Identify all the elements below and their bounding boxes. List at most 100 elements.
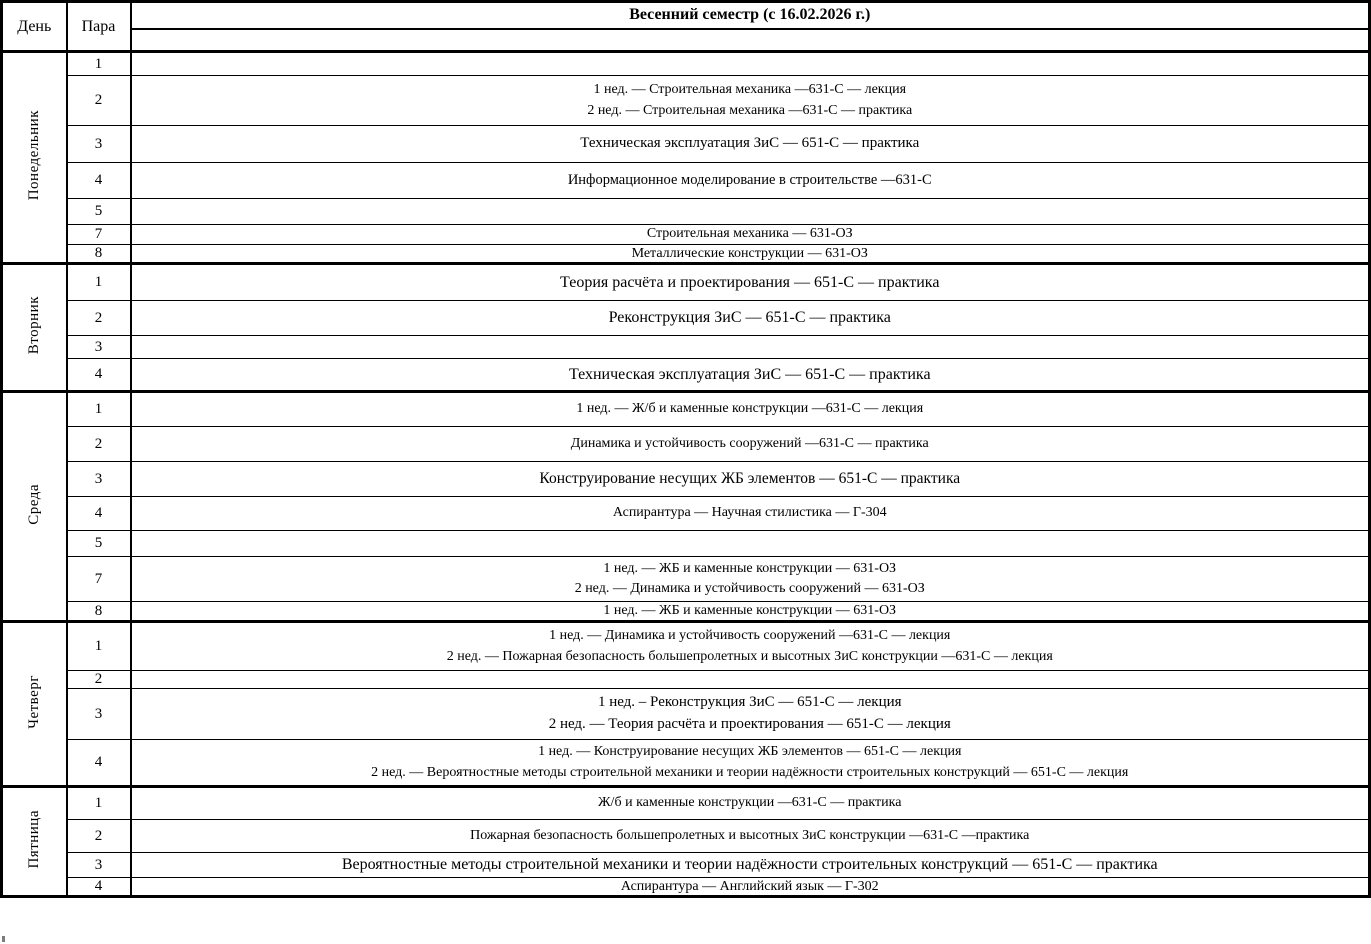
schedule-row: Четверг 1 1 нед. — Динамика и устойчивость… xyxy=(0,620,1370,787)
period-number: 4 xyxy=(66,358,132,392)
period-number: 4 xyxy=(66,877,132,897)
day-label: Четверг xyxy=(25,674,42,729)
period-number: 3 xyxy=(66,335,132,359)
period-number: 1 xyxy=(66,50,132,76)
lesson-text: Динамика и устойчивость сооружений —631-… xyxy=(570,435,929,451)
lesson-cell: Вероятностные методы строительной механи… xyxy=(130,852,1370,878)
lesson-cell: Информационное моделирование в строитель… xyxy=(130,162,1370,199)
lesson-cell: 1 нед. — Конструирование несущих ЖБ элем… xyxy=(130,739,1370,787)
lesson-cell xyxy=(130,335,1370,359)
lesson-text: 1 нед. — Строительная механика —631-С — … xyxy=(593,82,907,98)
lesson-cell: Конструирование несущих ЖБ элементов — 6… xyxy=(130,461,1370,497)
header-sub-row xyxy=(2,28,1370,53)
lesson-cell: Динамика и устойчивость сооружений —631-… xyxy=(130,426,1370,462)
lesson-cell: Реконструкция ЗиС — 651-С — практика xyxy=(130,300,1370,336)
lesson-cell xyxy=(130,530,1370,557)
schedule-row: 3 1 нед. – Реконструкция ЗиС — 651-С — ле… xyxy=(2,688,1370,740)
period-number: 5 xyxy=(66,530,132,557)
schedule-row: 4 Аспирантура — Английский язык — Г-302 xyxy=(2,877,1370,897)
schedule-row: 3 Вероятностные методы строительной механ… xyxy=(2,852,1370,878)
lesson-cell xyxy=(130,198,1370,225)
schedule-row: 4 Аспирантура — Научная стилистика — Г-30… xyxy=(2,496,1370,531)
lesson-text: Техническая эксплуатация ЗиС — 651-С — п… xyxy=(580,135,920,152)
lesson-text: 2 нед. — Динамика и устойчивость сооруже… xyxy=(574,581,925,596)
schedule-row: Вторник 1 Теория расчёта и проектирования … xyxy=(0,262,1370,392)
period-number: 4 xyxy=(66,739,132,787)
lesson-cell: 1 нед. — ЖБ и каменные конструкции — 631… xyxy=(130,556,1370,602)
period-number: 2 xyxy=(66,670,132,689)
lesson-text: 2 нед. — Строительная механика —631-С — … xyxy=(587,102,913,118)
lesson-text: Теория расчёта и проектирования — 651-С … xyxy=(560,273,940,291)
day-cell-mon: Понедельник xyxy=(0,50,68,264)
lesson-text: Реконструкция ЗиС — 651-С — практика xyxy=(608,309,891,327)
period-number: 4 xyxy=(66,496,132,531)
lesson-cell: Аспирантура — Английский язык — Г-302 xyxy=(130,877,1370,897)
period-number: 1 xyxy=(66,785,132,820)
lesson-cell xyxy=(130,50,1370,76)
schedule-row: 3 xyxy=(2,335,1370,359)
lesson-cell: 1 нед. — Ж/б и каменные конструкции —631… xyxy=(130,390,1370,427)
schedule-row: 5 xyxy=(2,198,1370,225)
lesson-text: Строительная механика — 631-ОЗ xyxy=(646,226,853,242)
header-empty-cell xyxy=(130,28,1370,53)
schedule-row: 2 Динамика и устойчивость сооружений —631… xyxy=(2,426,1370,462)
column-header-period: Пара xyxy=(66,1,132,53)
table-header: День Пара Весенний семестр (с 16.02.2026… xyxy=(0,1,1370,53)
period-number: 7 xyxy=(66,224,132,245)
period-number: 1 xyxy=(66,620,132,671)
lesson-text: Техническая эксплуатация ЗиС — 651-С — п… xyxy=(568,365,931,383)
period-number: 8 xyxy=(66,601,132,622)
lesson-text: 1 нед. — ЖБ и каменные конструкции — 631… xyxy=(603,602,897,618)
timetable: День Пара Весенний семестр (с 16.02.2026… xyxy=(0,0,1371,898)
period-number: 8 xyxy=(66,244,132,264)
lesson-cell: 1 нед. — ЖБ и каменные конструкции — 631… xyxy=(130,601,1370,622)
lesson-cell: Ж/б и каменные конструкции —631-С — прак… xyxy=(130,785,1370,820)
period-number: 3 xyxy=(66,852,132,878)
schedule-row: Пятница 1 Ж/б и каменные конструкции —631-… xyxy=(0,785,1370,897)
period-number: 2 xyxy=(66,75,132,126)
schedule-row: Среда 1 1 нед. — Ж/б и каменные конструкци… xyxy=(0,390,1370,622)
lesson-text: 1 нед. – Реконструкция ЗиС — 651-С — лек… xyxy=(597,694,902,711)
lesson-cell: 1 нед. — Строительная механика —631-С — … xyxy=(130,75,1370,126)
lesson-cell: 1 нед. — Динамика и устойчивость сооруже… xyxy=(130,620,1370,671)
lesson-text: Информационное моделирование в строитель… xyxy=(567,171,932,188)
period-number: 5 xyxy=(66,198,132,225)
lesson-text: Аспирантура — Английский язык — Г-302 xyxy=(620,878,879,894)
schedule-row: Понедельник 1 xyxy=(0,50,1370,264)
period-number: 3 xyxy=(66,461,132,497)
lesson-cell: Теория расчёта и проектирования — 651-С … xyxy=(130,262,1370,301)
period-number: 4 xyxy=(66,162,132,199)
schedule-row: 7 1 нед. — ЖБ и каменные конструкции — 63… xyxy=(2,556,1370,602)
schedule-row: 8 Металлические конструкции — 631-ОЗ xyxy=(2,244,1370,264)
period-number: 1 xyxy=(66,390,132,427)
day-label: Вторник xyxy=(25,295,42,355)
day-cell-fri: Пятница xyxy=(0,785,68,897)
period-number: 2 xyxy=(66,819,132,853)
lesson-text: 1 нед. — Динамика и устойчивость сооруже… xyxy=(549,628,951,644)
lesson-cell xyxy=(130,670,1370,689)
schedule-body: Понедельник 1 2 1 нед. — Строительная механ… xyxy=(0,50,1370,897)
schedule-row: 2 Пожарная безопасность большепролетных и… xyxy=(2,819,1370,853)
schedule-row: 4 1 нед. — Конструирование несущих ЖБ эле… xyxy=(2,739,1370,787)
schedule-row: 2 1 нед. — Строительная механика —631-С —… xyxy=(2,75,1370,126)
lesson-text: Ж/б и каменные конструкции —631-С — прак… xyxy=(598,795,902,811)
lesson-text: Металлические конструкции — 631-ОЗ xyxy=(631,245,868,261)
lesson-text: 1 нед. — Конструирование несущих ЖБ элем… xyxy=(538,744,962,760)
lesson-cell: Техническая эксплуатация ЗиС — 651-С — п… xyxy=(130,358,1370,392)
lesson-text: Вероятностные методы строительной механи… xyxy=(341,856,1158,874)
period-number: 3 xyxy=(66,125,132,163)
lesson-cell: 1 нед. – Реконструкция ЗиС — 651-С — лек… xyxy=(130,688,1370,740)
day-label: Понедельник xyxy=(25,109,42,201)
scan-artifact xyxy=(2,936,5,942)
lesson-cell: Техническая эксплуатация ЗиС — 651-С — п… xyxy=(130,125,1370,163)
day-cell-thu: Четверг xyxy=(0,620,68,787)
lesson-text: 2 нед. — Вероятностные методы строительн… xyxy=(371,764,1129,780)
schedule-row: 2 Реконструкция ЗиС — 651-С — практика xyxy=(2,300,1370,336)
period-number: 1 xyxy=(66,262,132,301)
lesson-text: 1 нед. — Ж/б и каменные конструкции —631… xyxy=(576,401,924,417)
period-number: 2 xyxy=(66,426,132,462)
schedule-row: 4 Техническая эксплуатация ЗиС — 651-С — … xyxy=(2,358,1370,392)
schedule-row: 3 Техническая эксплуатация ЗиС — 651-С — … xyxy=(2,125,1370,163)
lesson-cell: Пожарная безопасность большепролетных и … xyxy=(130,819,1370,853)
lesson-text: 2 нед. — Пожарная безопасность большепро… xyxy=(446,648,1053,664)
